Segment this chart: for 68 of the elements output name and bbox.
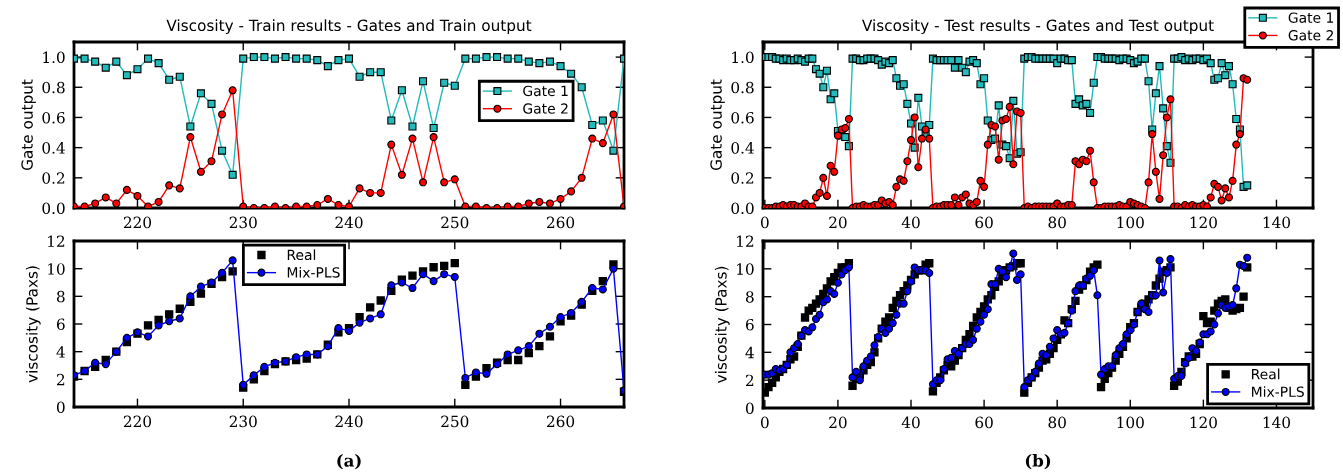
y-tick-label: 4	[745, 346, 754, 359]
x-tick-label: 250	[441, 415, 469, 428]
x-tick-label: 230	[229, 216, 257, 229]
x-tick-label: 220	[123, 415, 152, 428]
legend-label: Mix-PLS	[1252, 386, 1304, 397]
y-axis-title: Gate output	[710, 79, 725, 171]
y-axis-title: viscosity (Paxs)	[25, 266, 41, 383]
y-tick-label: 0.0	[42, 202, 65, 215]
text: (b)	[1025, 453, 1051, 470]
x-tick-label: 0	[760, 216, 769, 229]
legend-label: Gate 1	[1288, 12, 1334, 23]
y-tick-label: 0.4	[42, 142, 65, 154]
y-tick-label: 0	[745, 402, 754, 415]
y-tick-label: 10	[48, 263, 65, 275]
y-tick-label: 1.0	[732, 51, 754, 64]
x-tick-label: 140	[1263, 416, 1291, 429]
y-tick-label: 1.0	[43, 51, 65, 64]
y-tick-label: 0.2	[731, 172, 754, 184]
x-tick-label: 20	[829, 416, 847, 429]
y-tick-label: 0.8	[42, 81, 65, 94]
legend-label: Real	[287, 249, 316, 261]
y-tick-label: 0	[56, 401, 65, 414]
x-tick-label: 260	[546, 216, 575, 229]
x-tick-label: 40	[901, 416, 920, 429]
x-tick-label: 250	[441, 216, 469, 229]
x-tick-label: 240	[335, 415, 363, 428]
legend-label: Gate 1	[523, 85, 568, 97]
x-tick-label: 220	[123, 216, 152, 229]
y-tick-label: 12	[737, 235, 754, 247]
y-tick-label: 6	[56, 318, 65, 331]
x-tick-label: 20	[829, 216, 847, 229]
y-tick-label: 8	[745, 291, 754, 303]
x-tick-label: 120	[1190, 416, 1217, 429]
text: (a)	[337, 453, 361, 470]
x-tick-label: 140	[1263, 216, 1291, 229]
y-tick-label: 4	[56, 346, 65, 358]
x-tick-label: 240	[335, 216, 363, 229]
y-tick-label: 8	[56, 290, 65, 303]
legend-label: Gate 2	[1288, 30, 1333, 41]
y-tick-label: 0.6	[731, 111, 754, 124]
x-tick-label: 260	[546, 415, 575, 428]
x-tick-label: 80	[1048, 416, 1066, 429]
x-tick-label: 60	[975, 416, 993, 429]
x-tick-label: 0	[760, 416, 769, 429]
legend-label: Mix-PLS	[287, 266, 340, 278]
x-tick-label: 230	[229, 415, 257, 428]
y-tick-label: 0.2	[42, 172, 65, 184]
x-tick-label: 100	[1117, 216, 1144, 229]
chart-title: Viscosity - Test results - Gates and Test output	[862, 19, 1214, 35]
y-tick-label: 2	[745, 374, 754, 386]
x-tick-label: 100	[1117, 416, 1144, 429]
y-tick-label: 0.0	[731, 202, 754, 215]
x-tick-label: 80	[1048, 216, 1066, 229]
y-tick-label: 10	[737, 263, 754, 275]
legend-label: Gate 2	[523, 103, 568, 114]
y-tick-label: 6	[745, 318, 754, 331]
y-tick-label: 0.6	[42, 111, 65, 124]
y-axis-title: Gate output	[21, 79, 36, 171]
y-tick-label: 0.8	[731, 81, 754, 94]
chart-title: Viscosity - Train results - Gates and Train output	[166, 19, 532, 35]
y-tick-label: 2	[56, 373, 65, 386]
x-tick-label: 60	[975, 216, 993, 229]
y-tick-label: 12	[48, 235, 65, 247]
legend-label: Real	[1252, 368, 1280, 380]
x-tick-label: 40	[901, 216, 920, 229]
y-axis-title: viscosity (Paxs)	[714, 266, 730, 383]
y-tick-label: 0.4	[731, 142, 754, 154]
x-tick-label: 120	[1190, 216, 1217, 229]
